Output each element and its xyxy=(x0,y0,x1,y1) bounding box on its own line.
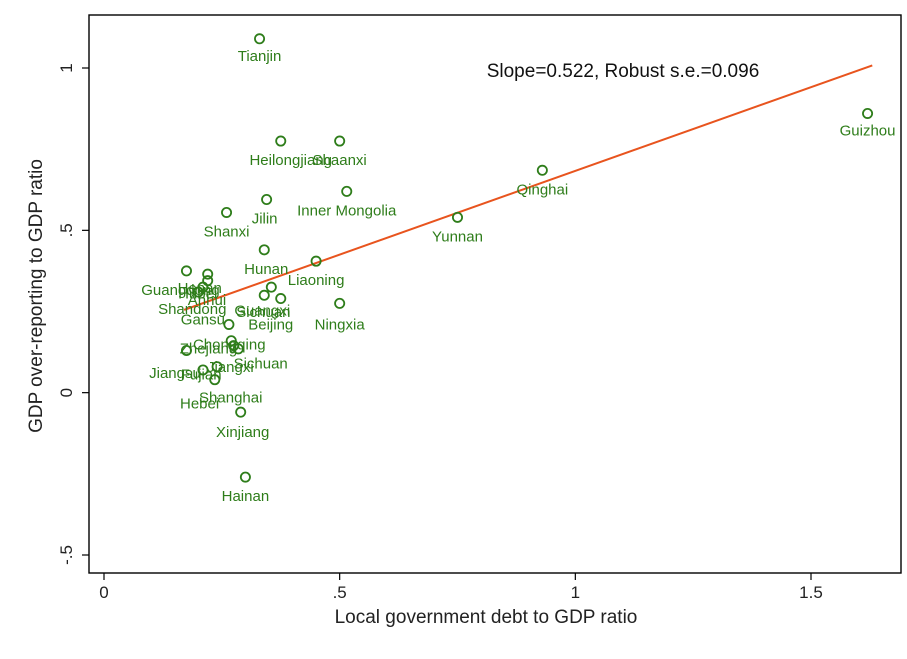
data-point-guizhou xyxy=(862,107,874,119)
fit-line-group xyxy=(183,64,873,311)
point-label-hubei: Hubei xyxy=(178,286,217,303)
chart-annotation: Slope=0.522, Robust s.e.=0.096 xyxy=(487,61,760,82)
data-point-jilin xyxy=(261,193,273,205)
data-point-hainan xyxy=(239,471,251,483)
data-point-heilongjiang xyxy=(275,135,287,147)
point-label-anhui: Anhui xyxy=(188,292,226,309)
point-label-guangxi: Guangxi xyxy=(234,302,290,319)
data-point-zhejiang xyxy=(180,344,192,356)
point-label-henan: Henan xyxy=(178,280,222,297)
point-label-jiangsu: Jiangsu xyxy=(149,365,201,382)
data-point-tianjin xyxy=(254,33,266,45)
data-point-ningxia xyxy=(334,297,346,309)
point-label-shaanxi: Shaanxi xyxy=(313,152,367,169)
data-point-hunan xyxy=(258,244,270,256)
point-label-shanghai: Shanghai xyxy=(199,390,262,407)
point-label-beijing: Beijing xyxy=(248,317,293,334)
fit-line xyxy=(183,64,873,311)
data-point-guangdong xyxy=(180,265,192,277)
point-label-jilin: Jilin xyxy=(252,210,278,227)
axes: 0 .5 1 1.5 -.5 0 .5 1 xyxy=(57,63,823,602)
point-label-inner-mongolia: Inner Mongolia xyxy=(297,202,397,219)
point-label-jiangxi: Jiangxi xyxy=(207,359,254,376)
plot-area-frame xyxy=(88,14,902,574)
point-label-qinghai: Qinghai xyxy=(516,181,568,198)
point-label-chongqing: Chongqing xyxy=(193,337,266,354)
x-axis-title: Local government debt to GDP ratio xyxy=(335,607,638,628)
point-label-zhejiang: Zhejiang xyxy=(180,340,238,357)
point-label-sichuan: Sichuan xyxy=(234,355,288,372)
point-label-liaoning: Liaoning xyxy=(288,272,345,289)
y-tick-label: -.5 xyxy=(57,545,76,565)
point-label-hainan: Hainan xyxy=(222,488,270,505)
x-tick-label: 0 xyxy=(99,583,108,602)
y-tick-label: .5 xyxy=(57,223,76,237)
data-point-sichuan xyxy=(265,281,277,293)
point-label-guangdong: Guangdong xyxy=(141,282,219,299)
data-point-shaanxi xyxy=(334,135,346,147)
data-point-yunnan xyxy=(451,211,463,223)
point-label-shandong: Shandong xyxy=(158,301,226,318)
data-point-liaoning xyxy=(310,255,322,267)
point-label-fujian: Fujian xyxy=(181,367,222,384)
point-label-guizhou: Guizhou xyxy=(840,122,896,139)
y-axis-title: GDP over-reporting to GDP ratio xyxy=(26,159,47,433)
point-label-hunan: Hunan xyxy=(244,261,288,278)
point-label-gansu: Gansu xyxy=(181,311,225,328)
data-point-guangxi xyxy=(258,289,270,301)
point-label-hebei: Hebei xyxy=(180,396,219,413)
data-point-beijing xyxy=(275,293,287,305)
x-tick-label: 1.5 xyxy=(799,583,823,602)
data-point-hebei xyxy=(228,340,240,352)
data-point-inner-mongolia xyxy=(341,185,353,197)
point-label-heilongjiang: Heilongjiang xyxy=(249,152,332,169)
point-label-tianjin: Tianjin xyxy=(238,48,282,65)
data-point-shanghai xyxy=(209,374,221,386)
data-point-henan xyxy=(202,268,214,280)
data-point-xinjiang xyxy=(235,406,247,418)
data-point-gansu xyxy=(223,318,235,330)
data-point-shandong xyxy=(192,286,204,298)
x-tick-label: .5 xyxy=(333,583,347,602)
point-label-sichuan: Sichuan xyxy=(236,304,290,321)
point-label-yunnan: Yunnan xyxy=(432,228,483,245)
y-tick-label: 0 xyxy=(57,388,76,397)
x-tick-label: 1 xyxy=(571,583,580,602)
point-label-ningxia: Ningxia xyxy=(315,316,366,333)
y-tick-label: 1 xyxy=(57,63,76,72)
point-label-shanxi: Shanxi xyxy=(204,223,250,240)
data-point-jiangsu xyxy=(197,364,209,376)
data-point-shanxi xyxy=(221,206,233,218)
point-label-xinjiang: Xinjiang xyxy=(216,424,269,441)
points-group xyxy=(180,33,874,483)
data-point-qinghai xyxy=(536,164,548,176)
data-point-fujian xyxy=(211,361,223,373)
